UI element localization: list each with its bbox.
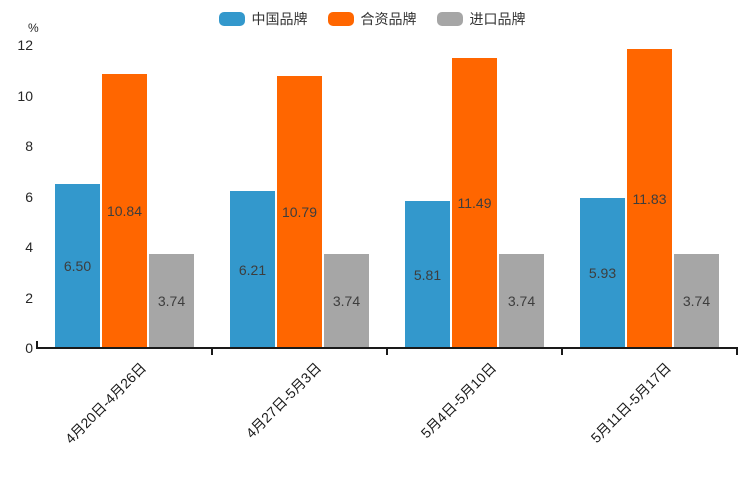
- x-axis-label-3: 5月11日-5月17日: [587, 359, 675, 446]
- bar-series0-group3[interactable]: 5.93: [580, 198, 625, 348]
- legend-label: 进口品牌: [469, 11, 526, 27]
- bar-series1-group1[interactable]: 10.79: [277, 75, 322, 348]
- legend-item-1[interactable]: 合资品牌: [327, 9, 417, 29]
- bar-group-0: 6.50 10.84 3.74: [37, 45, 212, 348]
- bar-value-label: 11.83: [632, 190, 667, 207]
- plot-area: 6.50 10.84 3.74 6.21 10.79 3.74 5.81 11.49 3.74 5…: [37, 45, 737, 348]
- legend-swatch-icon: [327, 12, 354, 26]
- x-axis-label-1: 4月27日-5月3日: [242, 359, 325, 442]
- bar-value-label: 10.84: [106, 203, 143, 220]
- bar-value-label: 11.49: [457, 194, 492, 211]
- bar-value-label: 3.74: [507, 292, 536, 309]
- bar-value-label: 3.74: [332, 292, 361, 309]
- bar-series1-group2[interactable]: 11.49: [452, 57, 497, 348]
- x-axis-line: [36, 347, 738, 349]
- bar-group-3: 5.93 11.83 3.74: [562, 45, 737, 348]
- legend-item-2[interactable]: 进口品牌: [436, 9, 526, 29]
- bar-value-label: 10.79: [281, 203, 318, 220]
- bar-value-label: 3.74: [157, 292, 186, 309]
- y-axis-tick-label: 0: [25, 340, 33, 356]
- y-axis-tick-label: 2: [25, 289, 33, 306]
- bar-group-1: 6.21 10.79 3.74: [212, 45, 387, 348]
- x-axis-tick-mark: [36, 341, 38, 347]
- y-axis-tick-label: 6: [25, 188, 33, 205]
- y-axis-tick-label: 10: [17, 87, 33, 104]
- bar-series0-group1[interactable]: 6.21: [230, 191, 275, 348]
- bar-series2-group3[interactable]: 3.74: [674, 253, 719, 348]
- y-axis-tick-label: 4: [25, 239, 33, 255]
- x-axis-tick-mark: [386, 349, 388, 355]
- x-axis-label-0: 4月20日-4月26日: [61, 359, 150, 447]
- legend-item-0[interactable]: 中国品牌: [218, 9, 308, 29]
- bar-value-label: 6.50: [63, 257, 92, 274]
- bar-value-label: 5.81: [413, 266, 442, 283]
- bar-series0-group0[interactable]: 6.50: [55, 183, 100, 348]
- bar-series2-group2[interactable]: 3.74: [499, 253, 544, 348]
- legend-swatch-icon: [436, 12, 463, 26]
- bar-series1-group3[interactable]: 11.83: [627, 49, 672, 348]
- x-axis-label-2: 5月4日-5月10日: [417, 359, 500, 442]
- x-axis-tick-mark: [211, 349, 213, 355]
- bar-value-label: 3.74: [682, 292, 711, 309]
- x-axis-tick-mark: [561, 349, 563, 355]
- bar-value-label: 6.21: [238, 261, 267, 278]
- y-axis-unit-label: %: [28, 21, 39, 35]
- bar-series2-group1[interactable]: 3.74: [324, 253, 369, 348]
- bar-series2-group0[interactable]: 3.74: [149, 253, 194, 348]
- legend-label: 中国品牌: [251, 11, 308, 27]
- y-axis-tick-label: 12: [17, 37, 33, 53]
- x-axis-tick-mark: [736, 349, 738, 355]
- bar-series1-group0[interactable]: 10.84: [102, 74, 147, 348]
- y-axis-tick-label: 8: [25, 138, 33, 154]
- bar-group-2: 5.81 11.49 3.74: [387, 45, 562, 348]
- legend: 中国品牌 合资品牌 进口品牌: [0, 8, 744, 30]
- legend-swatch-icon: [218, 12, 245, 26]
- bar-value-label: 5.93: [588, 265, 617, 282]
- bar-series0-group2[interactable]: 5.81: [405, 201, 450, 348]
- legend-label: 合资品牌: [360, 11, 417, 27]
